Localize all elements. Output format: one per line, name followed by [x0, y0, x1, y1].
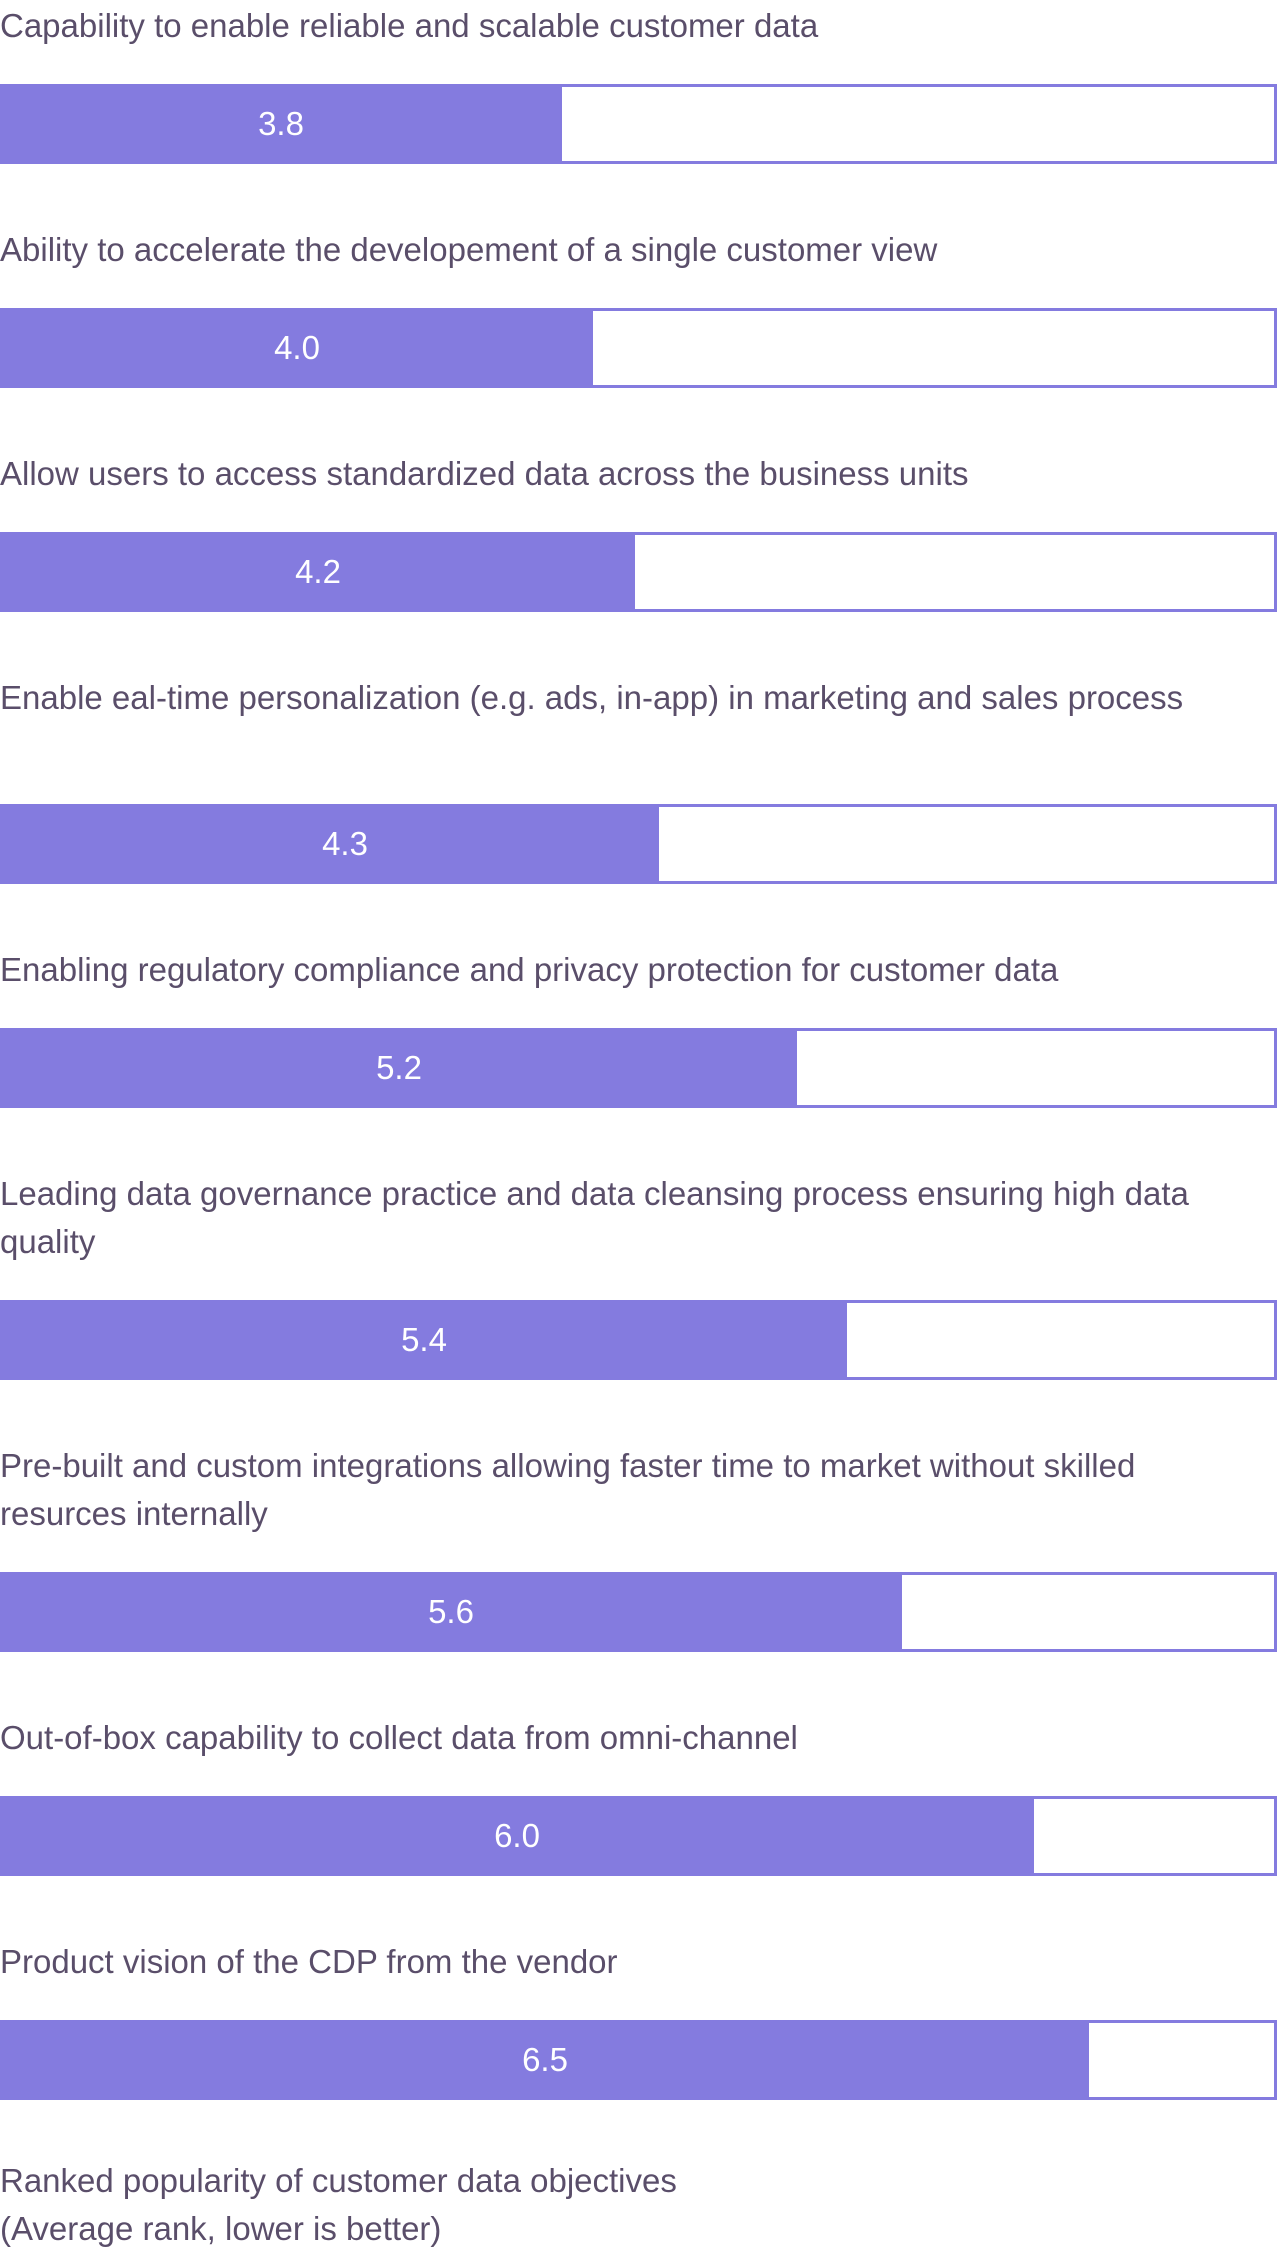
bar-track: 4.3	[0, 804, 1277, 884]
category-label: Enable eal-time personalization (e.g. ad…	[0, 679, 1184, 716]
category-label: Enabling regulatory compliance and priva…	[0, 951, 1059, 988]
bar-value-label: 5.6	[428, 1593, 474, 1630]
category-label: Pre-built and custom integrations allowi…	[0, 1447, 1136, 1532]
bar-value-label: 4.0	[274, 329, 320, 366]
bar	[0, 1799, 1034, 1873]
category-label: Ability to accelerate the developement o…	[0, 231, 938, 268]
bar	[0, 535, 635, 609]
category-label: Product vision of the CDP from the vendo…	[0, 1943, 618, 1980]
bar-value-label: 4.3	[322, 825, 368, 862]
bar-track: 6.0	[0, 1796, 1277, 1876]
category-label: Out-of-box capability to collect data fr…	[0, 1719, 798, 1756]
bar-value-label: 3.8	[258, 105, 304, 142]
bar-track: 4.2	[0, 532, 1277, 612]
bar-track: 6.5	[0, 2020, 1277, 2100]
bar-value-label: 6.5	[522, 2041, 568, 2078]
bar	[0, 1303, 847, 1377]
bar	[0, 1031, 797, 1105]
chart-caption: Ranked popularity of customer data objec…	[0, 2157, 1270, 2253]
category-label: Leading data governance practice and dat…	[0, 1175, 1189, 1260]
category-label: Capability to enable reliable and scalab…	[0, 7, 819, 44]
chart-title: Ranked popularity of customer data objec…	[0, 2162, 677, 2199]
bar	[0, 87, 562, 161]
bar-value-label: 5.2	[376, 1049, 422, 1086]
category-label: Allow users to access standardized data …	[0, 455, 969, 492]
bar-value-label: 4.2	[295, 553, 341, 590]
bar	[0, 1575, 902, 1649]
chart-subtitle: (Average rank, lower is better)	[0, 2210, 442, 2247]
bar	[0, 2023, 1089, 2097]
bar-track: 4.0	[0, 308, 1277, 388]
bar-track: 3.8	[0, 84, 1277, 164]
bar-value-label: 5.4	[401, 1321, 447, 1358]
bar-track: 5.6	[0, 1572, 1277, 1652]
bar	[0, 311, 593, 385]
bar-track: 5.4	[0, 1300, 1277, 1380]
bar-value-label: 6.0	[494, 1817, 540, 1854]
bar	[0, 807, 659, 881]
bar-track: 5.2	[0, 1028, 1277, 1108]
